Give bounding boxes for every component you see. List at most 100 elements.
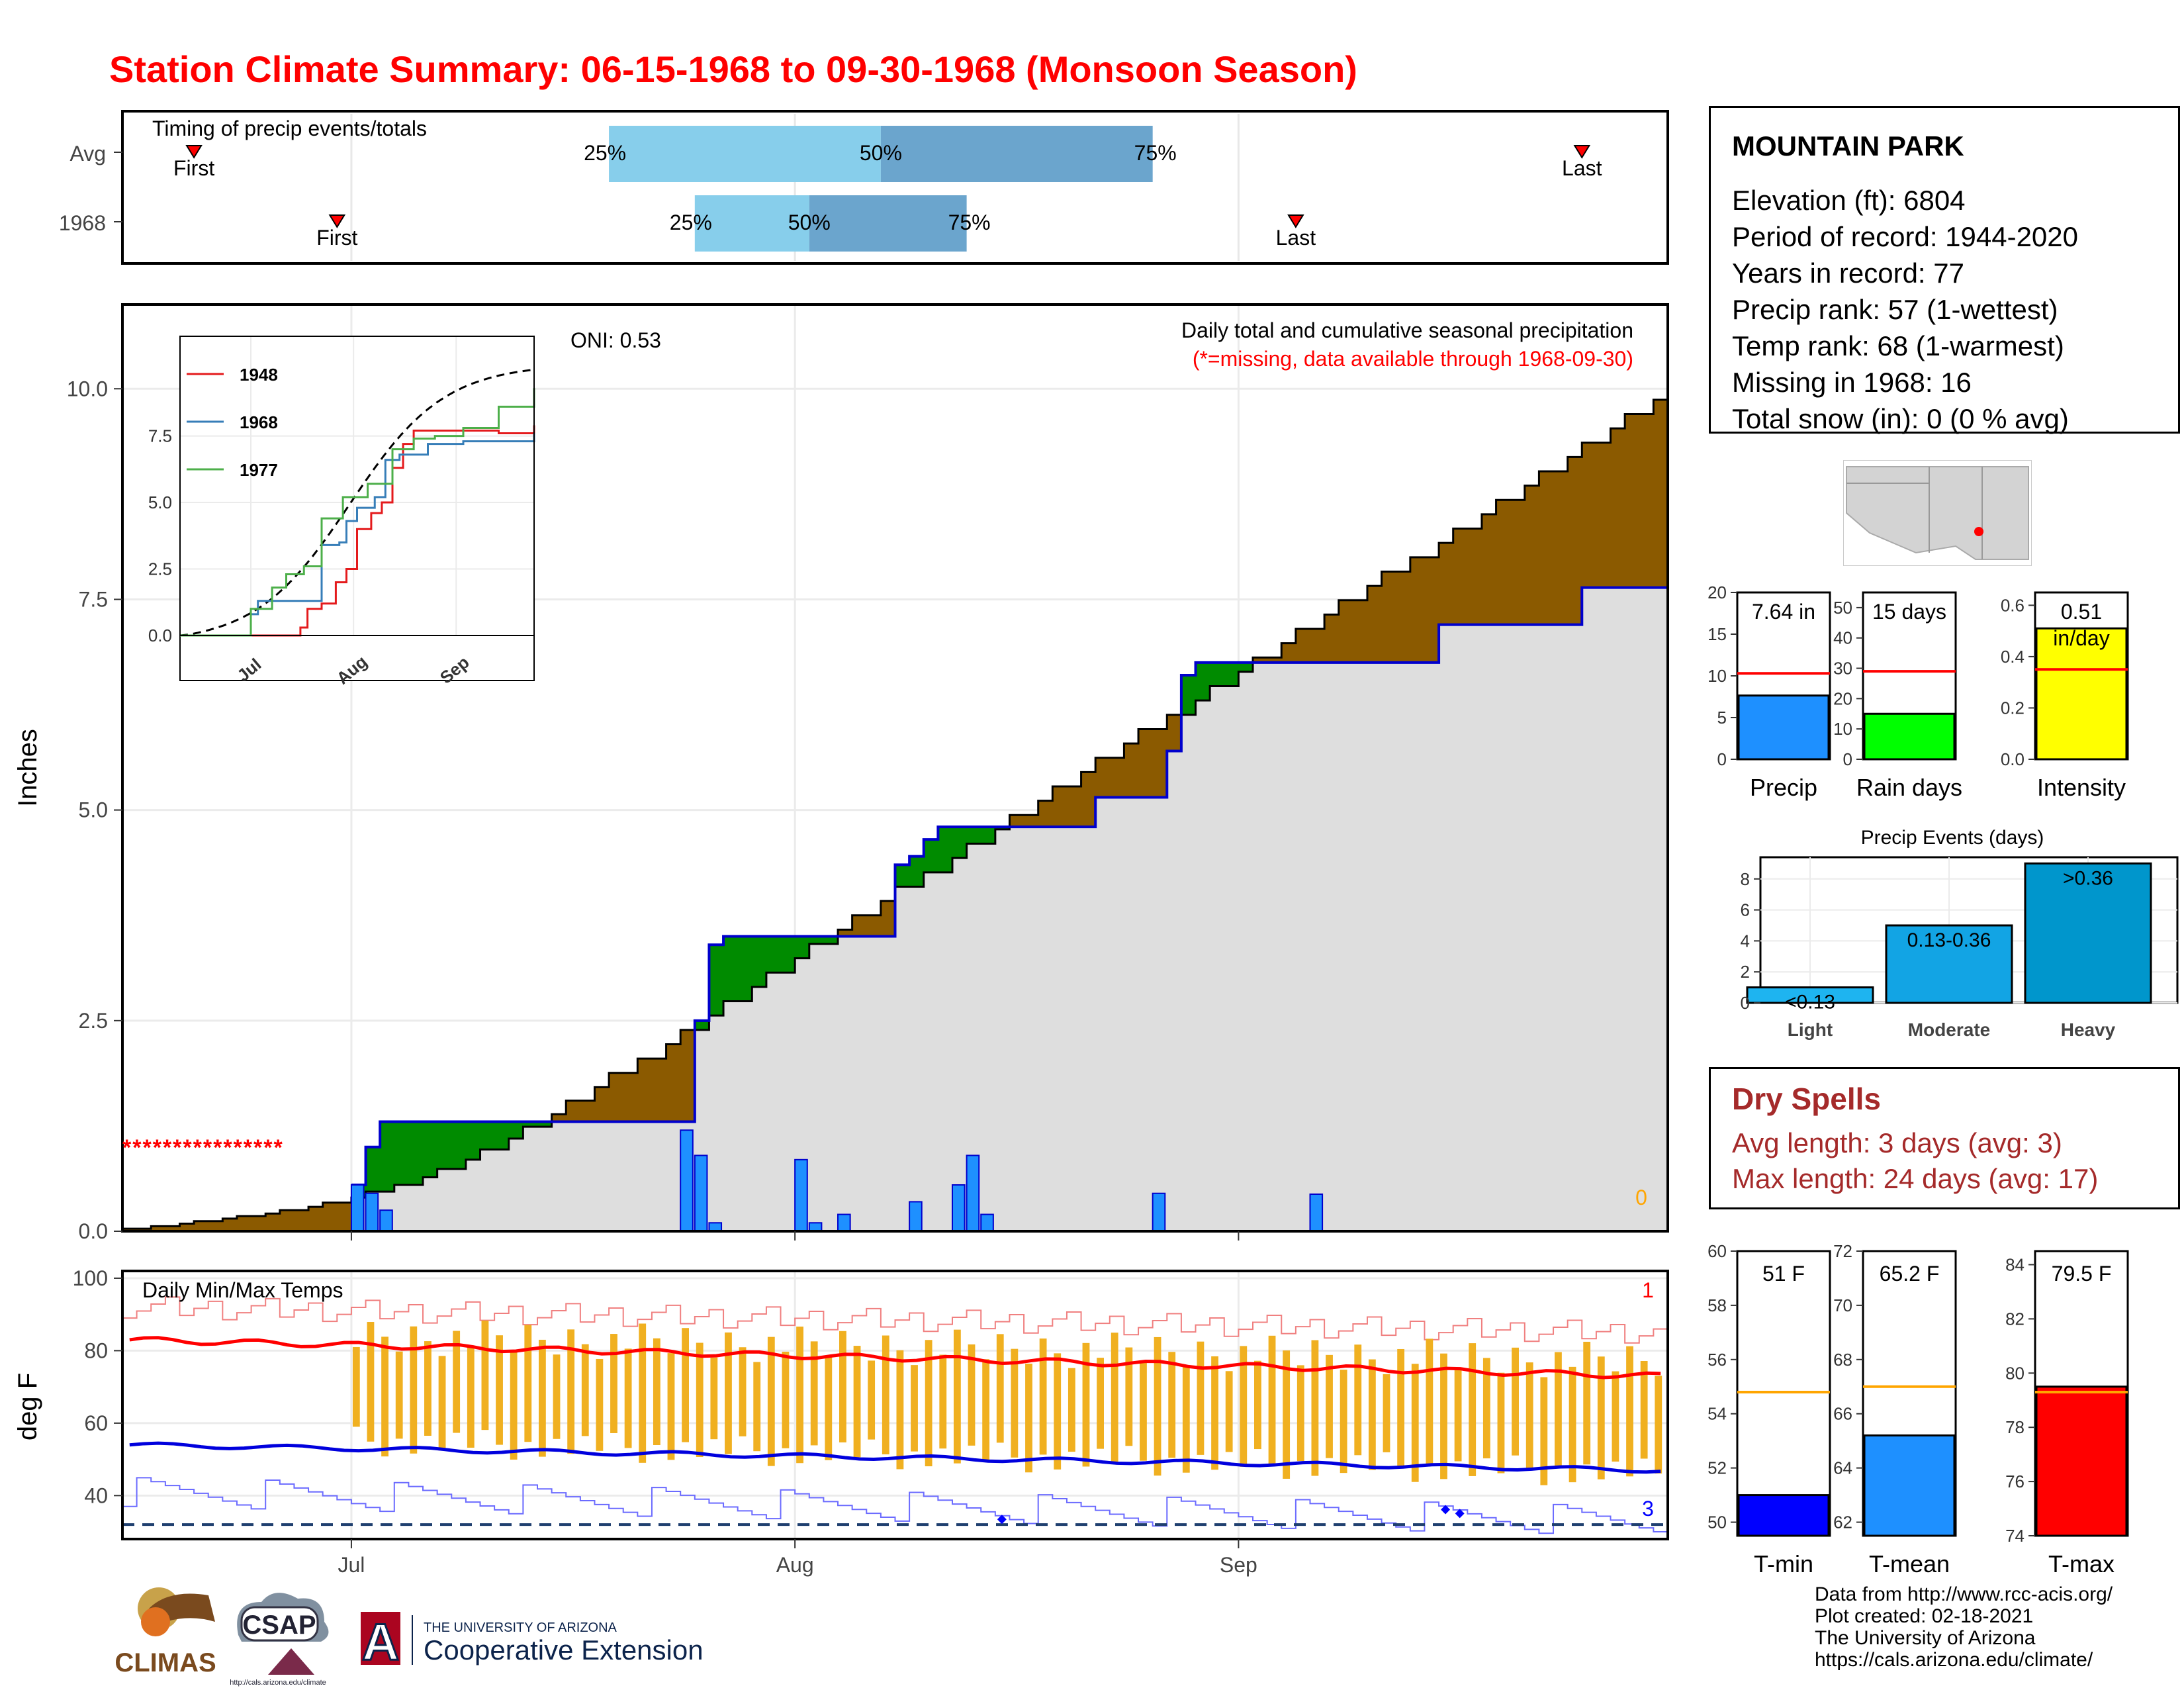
- daily-temp-bar: [1111, 1333, 1118, 1464]
- inset-line-1968: [180, 433, 535, 637]
- station-info-box: MOUNTAIN PARK Elevation (ft): 6804 Perio…: [1709, 106, 2180, 434]
- daily-precip-bar: [909, 1201, 923, 1233]
- temp-ytick-label: 80: [84, 1338, 108, 1362]
- timing-first-marker-0: [185, 145, 203, 159]
- precip-ylabel: Inches: [13, 729, 42, 807]
- daily-temp-bar: [1469, 1343, 1477, 1476]
- daily-temp-bar: [510, 1350, 518, 1460]
- daily-temp-bar: [553, 1354, 561, 1439]
- daily-temp-bar: [810, 1341, 818, 1446]
- avg-max-line: [129, 1336, 1661, 1380]
- events-bar-label-2: >0.36: [2063, 867, 2113, 889]
- daily-temp-bar: [1068, 1368, 1075, 1452]
- timing-bar-upper-0: [880, 126, 1153, 182]
- daily-temp-bar: [581, 1344, 589, 1436]
- daily-temp-bar: [1525, 1362, 1533, 1471]
- daily-temp-bar: [1655, 1376, 1662, 1474]
- timing-row-1968-label: 1968: [59, 211, 106, 235]
- precip-ytick-label: 10.0: [67, 377, 108, 400]
- daily-temp-bar: [1283, 1350, 1291, 1479]
- dry-spells-max: Max length: 24 days (avg: 17): [1732, 1163, 2099, 1194]
- temp-label: Daily Min/Max Temps: [142, 1278, 343, 1302]
- events-bar-label-0: <0.13: [1785, 992, 1835, 1013]
- temp-summary-panel: 51 F 50 52 54 56 58 60 T-min 65.2 F 62 64 66 68 70 72 T…: [1707, 1241, 2129, 1577]
- temp-bar-label-0: T-min: [1754, 1550, 1813, 1577]
- timing-p25-label-1: 25%: [670, 211, 712, 234]
- season-totals-panel: 7.64 in 0 5 10 15 20 Precip 15 days 0 10 20 30 40 50 R…: [1707, 583, 2129, 801]
- timing-last-label-1: Last: [1276, 226, 1316, 250]
- daily-precip-bar: [379, 1209, 393, 1232]
- daily-precip-bar: [951, 1184, 966, 1232]
- temp-bar-tick-label: 60: [1707, 1241, 1727, 1261]
- events-bar-Light: [1746, 986, 1874, 1004]
- temp-chart: 40 60 80 100 Jul Aug Sep deg F Daily Min/Max T…: [13, 1266, 1669, 1577]
- events-category-0: Light: [1788, 1019, 1833, 1040]
- daily-temp-bar: [1039, 1338, 1047, 1455]
- daily-temp-bar: [1297, 1365, 1304, 1462]
- inset-legend-label-1977: 1977: [240, 460, 278, 480]
- daily-temp-bar: [1011, 1348, 1019, 1458]
- timing-p50-label-1: 50%: [788, 211, 831, 234]
- temp-ylabel: deg F: [13, 1373, 42, 1440]
- temp-bar-value-label-1: 65.2 F: [1880, 1262, 1940, 1286]
- precip-ytick-label: 2.5: [79, 1009, 108, 1033]
- mini-bar-value-label-1: 15 days: [1872, 600, 1946, 624]
- events-ytick-label: 0: [1741, 993, 1750, 1013]
- timing-last-marker-1: [1287, 214, 1304, 228]
- daily-temp-bar: [882, 1335, 889, 1455]
- daily-temp-bar: [1482, 1358, 1490, 1459]
- csap-text: CSAP: [242, 1611, 316, 1640]
- timing-row-avg-label: Avg: [69, 142, 106, 165]
- mini-bar-tick-label: 0.0: [2001, 749, 2025, 769]
- mini-bar-value-2: [2035, 627, 2128, 761]
- timing-last-label-0: Last: [1562, 156, 1602, 180]
- daily-temp-bar: [653, 1338, 660, 1446]
- temp-bar-tick-label: 52: [1707, 1458, 1727, 1478]
- daily-precip-bar: [350, 1184, 365, 1232]
- daily-temp-bar: [395, 1351, 403, 1439]
- events-ytick-label: 8: [1741, 869, 1750, 889]
- ua-line1: THE UNIVERSITY OF ARIZONA: [424, 1620, 617, 1635]
- source-line-2: Plot created: 02-18-2021: [1815, 1605, 2034, 1627]
- missing-marker: ****************: [122, 1135, 284, 1160]
- mini-bar-tick-label: 40: [1833, 628, 1852, 648]
- info-elevation: Elevation (ft): 6804: [1732, 185, 1966, 216]
- dry-spells-avg: Avg length: 3 days (avg: 3): [1732, 1127, 2062, 1158]
- mini-bar-value-0: [1737, 694, 1830, 761]
- daily-temp-bar: [538, 1339, 546, 1457]
- dry-spells-box: Dry Spells Avg length: 3 days (avg: 3) M…: [1709, 1067, 2180, 1209]
- zero-label: 0: [1635, 1186, 1647, 1209]
- temp-bar-value-label-0: 51 F: [1762, 1262, 1805, 1286]
- daily-temp-bar: [667, 1353, 675, 1460]
- mini-bar-value-label-0: 7.64 in: [1752, 600, 1815, 624]
- daily-temp-bar: [725, 1332, 732, 1454]
- daily-temp-bar: [982, 1359, 990, 1461]
- temp-bar-tick-label: 76: [2005, 1472, 2025, 1491]
- daily-temp-bar: [996, 1334, 1004, 1443]
- daily-temp-bar: [1154, 1336, 1161, 1476]
- temp-ytick-label: 40: [84, 1483, 108, 1507]
- temp-bar-value-label-2: 79.5 F: [2052, 1262, 2112, 1286]
- daily-temp-bar: [1254, 1360, 1261, 1450]
- temp-bar-tick-label: 64: [1833, 1458, 1852, 1478]
- temp-ytick-label: 100: [73, 1266, 108, 1290]
- daily-temp-bar: [453, 1331, 461, 1433]
- daily-temp-bar: [1168, 1352, 1176, 1458]
- timing-last-marker-0: [1573, 145, 1591, 159]
- timing-label: Timing of precip events/totals: [152, 117, 427, 140]
- csap-url: http://cals.arizona.edu/climate: [230, 1679, 326, 1687]
- daily-temp-bar: [1140, 1362, 1147, 1461]
- daily-temp-bar: [1097, 1358, 1104, 1449]
- daily-temp-bar: [782, 1351, 790, 1448]
- daily-temp-bar: [1340, 1370, 1347, 1474]
- timing-first-label-0: First: [173, 156, 214, 180]
- mini-bar-tick-label: 0: [1843, 749, 1852, 769]
- record-low-marker: [997, 1515, 1007, 1524]
- info-precip-rank: Precip rank: 57 (1-wettest): [1732, 294, 2058, 325]
- mini-bar-tick-label: 20: [1833, 688, 1852, 708]
- events-ytick-label: 6: [1741, 900, 1750, 920]
- daily-precip-bar: [1309, 1194, 1324, 1232]
- mini-bar-tick-label: 50: [1833, 598, 1852, 618]
- timing-first-marker-1: [328, 214, 346, 228]
- record-min-line: [122, 1477, 1668, 1534]
